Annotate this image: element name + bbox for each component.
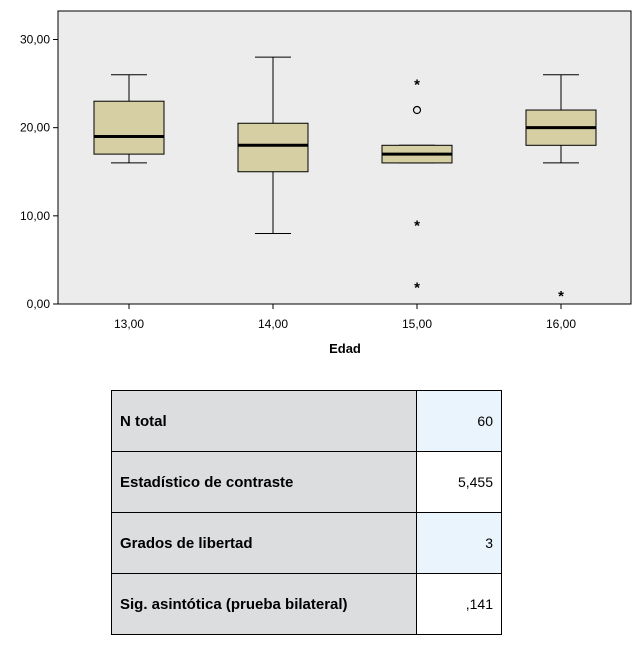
x-tick-label: 13,00 — [114, 317, 144, 331]
row-value: 5,455 — [416, 451, 502, 513]
row-label: Sig. asintótica (prueba bilateral) — [111, 573, 417, 635]
extreme-point: * — [414, 218, 420, 235]
box-group — [93, 74, 165, 164]
y-axis: 0,00 10,00 20,00 30,00 — [20, 33, 58, 311]
extreme-point: * — [414, 77, 420, 94]
plot-area — [57, 10, 632, 305]
y-tick-label: 10,00 — [20, 209, 50, 223]
row-label: Grados de libertad — [111, 512, 417, 574]
box — [93, 100, 165, 155]
table-row: Sig. asintótica (prueba bilateral) ,141 — [111, 573, 502, 635]
test-statistics-table: N total 60 Estadístico de contraste 5,45… — [111, 390, 502, 635]
row-label: N total — [111, 390, 417, 452]
boxplot-chart: 0,00 10,00 20,00 30,00 13,00 14,00 15,00 16,00… — [20, 10, 632, 356]
x-tick-label: 16,00 — [546, 317, 576, 331]
y-tick-label: 20,00 — [20, 121, 50, 135]
row-label: Estadístico de contraste — [111, 451, 417, 513]
table-row: Estadístico de contraste 5,455 — [111, 451, 502, 513]
x-tick-label: 14,00 — [258, 317, 288, 331]
box-group: * * * — [381, 77, 453, 296]
x-axis: 13,00 14,00 15,00 16,00 — [114, 304, 576, 331]
outlier-point — [412, 105, 422, 115]
box-group — [237, 56, 309, 234]
table-row: Grados de libertad 3 — [111, 512, 502, 574]
y-tick-label: 30,00 — [20, 33, 50, 47]
y-tick-label: 0,00 — [27, 297, 51, 311]
row-value: 60 — [416, 390, 502, 452]
table-row: N total 60 — [111, 390, 502, 452]
row-value: 3 — [416, 512, 502, 574]
extreme-point: * — [414, 279, 420, 296]
row-value: ,141 — [416, 573, 502, 635]
boxes: * * * * — [93, 56, 597, 305]
x-axis-title: Edad — [329, 341, 361, 356]
x-tick-label: 15,00 — [402, 317, 432, 331]
box — [237, 122, 309, 173]
extreme-point: * — [558, 288, 564, 305]
box-group: * — [525, 74, 597, 305]
